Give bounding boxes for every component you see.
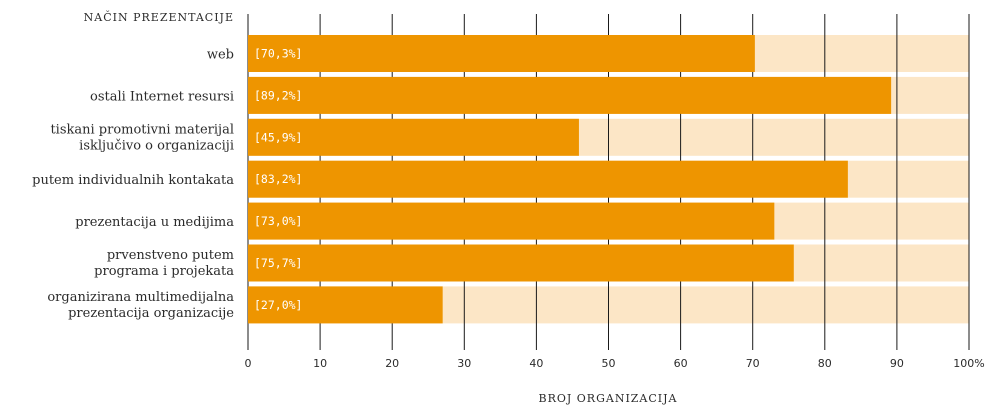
x-tick-label: 60 <box>674 357 688 370</box>
x-tick-label: 40 <box>529 357 543 370</box>
bar-value-label: [73,0%] <box>254 214 302 228</box>
bar <box>248 202 775 240</box>
x-tick-label: 30 <box>457 357 471 370</box>
bar-value-label: [45,9%] <box>254 130 302 144</box>
x-axis-title: BROJ ORGANIZACIJA <box>539 392 678 405</box>
category-label: web <box>207 48 234 63</box>
x-tick-label: 20 <box>385 357 399 370</box>
category-label: putem individualnih kontakata <box>32 173 234 188</box>
category-label: prezentacija u medijima <box>75 215 234 230</box>
category-label: ostali Internet resursi <box>90 89 234 104</box>
bar-value-label: [75,7%] <box>254 256 302 270</box>
category-labels: web ostali Internet resursi tiskani promot… <box>32 48 234 321</box>
category-label: isključivo o organizaciji <box>79 138 234 153</box>
bar <box>248 118 579 156</box>
x-tick-label: 90 <box>890 357 904 370</box>
category-label: programa i projekata <box>94 264 234 279</box>
category-label: organizirana multimedijalna <box>47 290 234 305</box>
bar <box>248 286 443 324</box>
value-bars: [70,3%] [89,2%] [45,9%] [83,2%] [73,0%] [75,7… <box>248 35 892 324</box>
category-label: tiskani promotivni materijal <box>50 122 234 137</box>
bar <box>248 160 848 198</box>
x-tick-label: 0 <box>245 357 252 370</box>
x-tick-label: 70 <box>746 357 760 370</box>
bar <box>248 35 755 72</box>
bar <box>248 76 892 114</box>
x-tick-label: 10 <box>313 357 327 370</box>
x-tick-labels: 0 10 20 30 40 50 60 70 80 90 100% <box>245 357 985 370</box>
bar-value-label: [27,0%] <box>254 298 302 312</box>
bar-value-label: [70,3%] <box>254 47 302 61</box>
category-label: prvenstveno putem <box>107 248 234 263</box>
bar-value-label: [89,2%] <box>254 88 302 102</box>
x-tick-label: 80 <box>818 357 832 370</box>
category-label: prezentacija organizacije <box>68 306 234 321</box>
bar <box>248 244 794 282</box>
x-tick-label: 50 <box>602 357 616 370</box>
x-tick-label: 100% <box>953 357 984 370</box>
bar-value-label: [83,2%] <box>254 172 302 186</box>
y-axis-title: NAČIN PREZENTACIJE <box>84 10 234 24</box>
